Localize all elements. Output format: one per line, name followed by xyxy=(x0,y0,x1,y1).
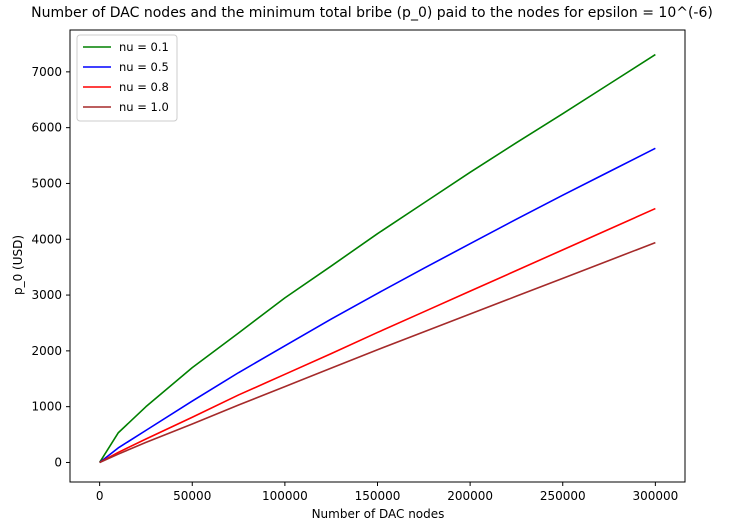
y-tick-label: 2000 xyxy=(31,344,62,358)
series-line-2 xyxy=(99,207,656,464)
x-tick-label: 300000 xyxy=(632,489,678,503)
series-line-1 xyxy=(99,147,656,464)
y-axis-label: p_0 (USD) xyxy=(11,235,25,295)
y-tick-label: 0 xyxy=(54,455,62,469)
y-tick-label: 5000 xyxy=(31,176,62,190)
x-tick-label: 250000 xyxy=(540,489,586,503)
legend-box xyxy=(76,34,178,122)
legend-label-0: nu = 0.1 xyxy=(119,40,169,54)
legend: nu = 0.1 nu = 0.5 nu = 0.8 nu = 1.0 xyxy=(76,34,178,122)
chart-title: Number of DAC nodes and the minimum tota… xyxy=(31,5,713,21)
x-tick-label: 0 xyxy=(96,489,104,503)
y-tick-label: 4000 xyxy=(31,232,62,246)
x-tick-label: 100000 xyxy=(262,489,308,503)
x-tick-label: 50000 xyxy=(173,489,211,503)
legend-label-2: nu = 0.8 xyxy=(119,80,169,94)
legend-label-1: nu = 0.5 xyxy=(119,60,169,74)
y-tick-label: 7000 xyxy=(31,65,62,79)
series-line-3 xyxy=(99,241,656,464)
series-line-0 xyxy=(98,53,656,463)
y-tick-label: 6000 xyxy=(31,121,62,135)
series-lines xyxy=(98,53,656,464)
x-tick-label: 200000 xyxy=(447,489,493,503)
legend-label-3: nu = 1.0 xyxy=(119,100,169,114)
x-axis: 0 50000 100000 150000 200000 250000 300000 xyxy=(96,482,678,503)
y-tick-label: 3000 xyxy=(31,288,62,302)
y-tick-label: 1000 xyxy=(31,400,62,414)
x-axis-label: Number of DAC nodes xyxy=(312,507,445,521)
x-tick-label: 150000 xyxy=(355,489,401,503)
y-axis: 0 1000 2000 3000 4000 5000 6000 7000 xyxy=(31,65,70,469)
